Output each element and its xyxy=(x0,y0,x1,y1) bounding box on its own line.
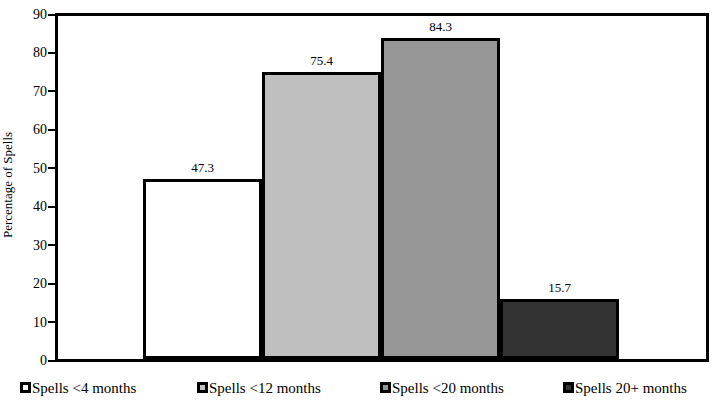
y-axis-title: Percentage of Spells xyxy=(0,132,16,238)
y-tick-mark-70 xyxy=(48,90,55,92)
legend-swatch-icon xyxy=(20,382,31,393)
bar-chart: Percentage of Spells 0 10 20 30 40 50 60 70 80 90… xyxy=(0,0,728,413)
y-tick-mark-80 xyxy=(48,52,55,54)
y-tick-label-20: 20 xyxy=(17,276,47,291)
legend-label: Spells <20 months xyxy=(392,378,504,398)
y-tick-label-30: 30 xyxy=(17,238,47,253)
y-tick-mark-90 xyxy=(48,14,55,16)
y-tick-mark-10 xyxy=(48,321,55,323)
plot-area xyxy=(55,13,709,362)
bar-4 xyxy=(500,299,619,359)
y-tick-label-90: 90 xyxy=(17,7,47,22)
bar-2 xyxy=(262,72,381,359)
y-tick-mark-30 xyxy=(48,244,55,246)
y-tick-label-0: 0 xyxy=(17,353,47,368)
bar-value-label-3: 84.3 xyxy=(381,20,500,34)
legend-item-2: Spells <12 months xyxy=(197,378,321,398)
legend-swatch-icon xyxy=(380,382,391,393)
legend-label: Spells <4 months xyxy=(32,378,136,398)
y-tick-mark-50 xyxy=(48,167,55,169)
bar-value-label-1: 47.3 xyxy=(143,161,262,175)
legend-item-1: Spells <4 months xyxy=(20,378,136,398)
legend-label: Spells 20+ months xyxy=(575,378,687,398)
bar-3 xyxy=(381,38,500,359)
y-tick-mark-0 xyxy=(48,360,55,362)
legend-swatch-icon xyxy=(197,382,208,393)
y-tick-mark-60 xyxy=(48,129,55,131)
y-tick-label-40: 40 xyxy=(17,199,47,214)
y-tick-mark-40 xyxy=(48,206,55,208)
bar-1 xyxy=(143,179,262,359)
y-tick-label-50: 50 xyxy=(17,161,47,176)
y-tick-label-70: 70 xyxy=(17,84,47,99)
legend-swatch-icon xyxy=(563,382,574,393)
bar-value-label-2: 75.4 xyxy=(262,54,381,68)
y-tick-label-10: 10 xyxy=(17,315,47,330)
legend-label: Spells <12 months xyxy=(209,378,321,398)
y-tick-label-80: 80 xyxy=(17,45,47,60)
bar-value-label-4: 15.7 xyxy=(500,281,619,295)
y-tick-mark-20 xyxy=(48,283,55,285)
legend-item-3: Spells <20 months xyxy=(380,378,504,398)
legend-item-4: Spells 20+ months xyxy=(563,378,687,398)
y-tick-label-60: 60 xyxy=(17,122,47,137)
